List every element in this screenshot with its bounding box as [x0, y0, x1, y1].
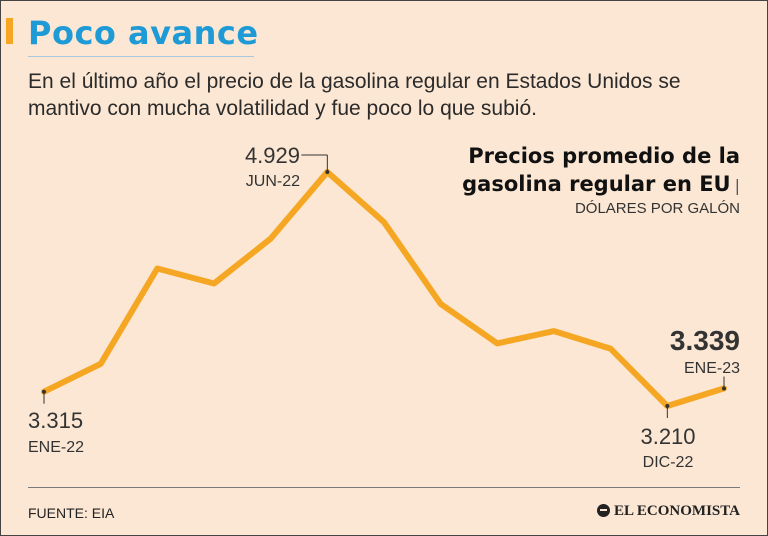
data-point: [552, 329, 556, 333]
annotation-marker: [42, 389, 46, 394]
annotation-marker: [665, 404, 670, 408]
data-label-date: JUN-22: [246, 173, 300, 190]
intro-text: En el último año el precio de la gasolin…: [28, 70, 681, 120]
chart-title: Precios promedio de la gasolina regular …: [410, 142, 740, 200]
data-point: [212, 281, 216, 285]
footer-rule: [28, 487, 740, 488]
annotation-marker: [325, 170, 330, 174]
chart-title-text: Precios promedio de la gasolina regular …: [462, 144, 740, 196]
data-point: [609, 347, 613, 351]
data-label-value: 3.315: [28, 408, 83, 433]
headline-underline: [28, 56, 254, 57]
series-line: [41, 169, 727, 409]
data-label-date: ENE-23: [684, 360, 740, 377]
data-point: [382, 220, 386, 224]
headline: Poco avance: [28, 14, 259, 52]
data-point: [155, 267, 159, 271]
chart-subtitle: DÓLARES POR GALÓN: [574, 200, 740, 217]
brand-name: EL ECONOMISTA: [614, 503, 740, 519]
data-label-value: 4.929: [245, 143, 300, 168]
annotation-marker: [722, 386, 726, 391]
data-label-value: 3.339: [670, 325, 740, 356]
chart-title-separator: |: [734, 176, 740, 195]
data-point: [99, 362, 103, 366]
brand-logo: EL ECONOMISTA: [597, 503, 740, 520]
data-label-date: DIC-22: [643, 454, 694, 471]
data-point: [439, 302, 443, 306]
data-label-date: ENE-22: [28, 439, 84, 456]
source-note: FUENTE: EIA: [28, 505, 115, 521]
data-label-value: 3.210: [640, 424, 695, 449]
accent-bar: [6, 18, 13, 44]
brand-icon: [597, 504, 610, 517]
data-point: [269, 237, 273, 241]
data-point: [495, 341, 499, 345]
